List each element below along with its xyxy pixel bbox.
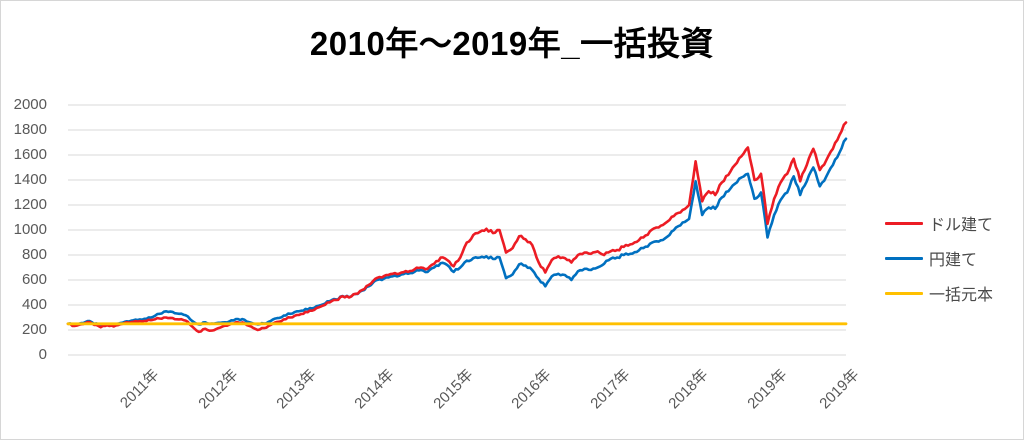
gridlines [68,104,846,356]
yen-series-line [66,137,848,327]
legend: ドル建て 円建て 一括元本 [885,213,993,318]
y-axis-label: 600 [21,271,47,288]
y-axis-label: 2000 [13,96,47,113]
y-axis-label: 1800 [13,121,47,138]
legend-label-principal: 一括元本 [929,287,994,304]
y-axis-label: 1200 [13,196,47,213]
legend-label-yen: 円建て [929,252,978,269]
y-axis-label: 1000 [13,221,47,238]
yen-line-swatch [885,256,923,260]
y-axis-label: 800 [21,246,47,263]
y-axis-label: 0 [38,346,47,363]
y-axis-label: 400 [21,296,47,313]
legend-item-principal: 一括元本 [885,283,994,304]
y-axis-label: 1400 [13,171,47,188]
y-axis-label: 200 [21,321,47,338]
legend-item-yen: 円建て [885,248,993,269]
legend-label-usd: ドル建て [929,217,994,234]
y-axis-label: 1600 [13,146,47,163]
usd-line-swatch [885,221,923,225]
chart-title: 2010年～2019年_一括投資 [309,25,715,62]
usd-series-line [66,121,848,334]
legend-item-usd: ドル建て [885,213,994,234]
principal-line-swatch [885,291,923,295]
